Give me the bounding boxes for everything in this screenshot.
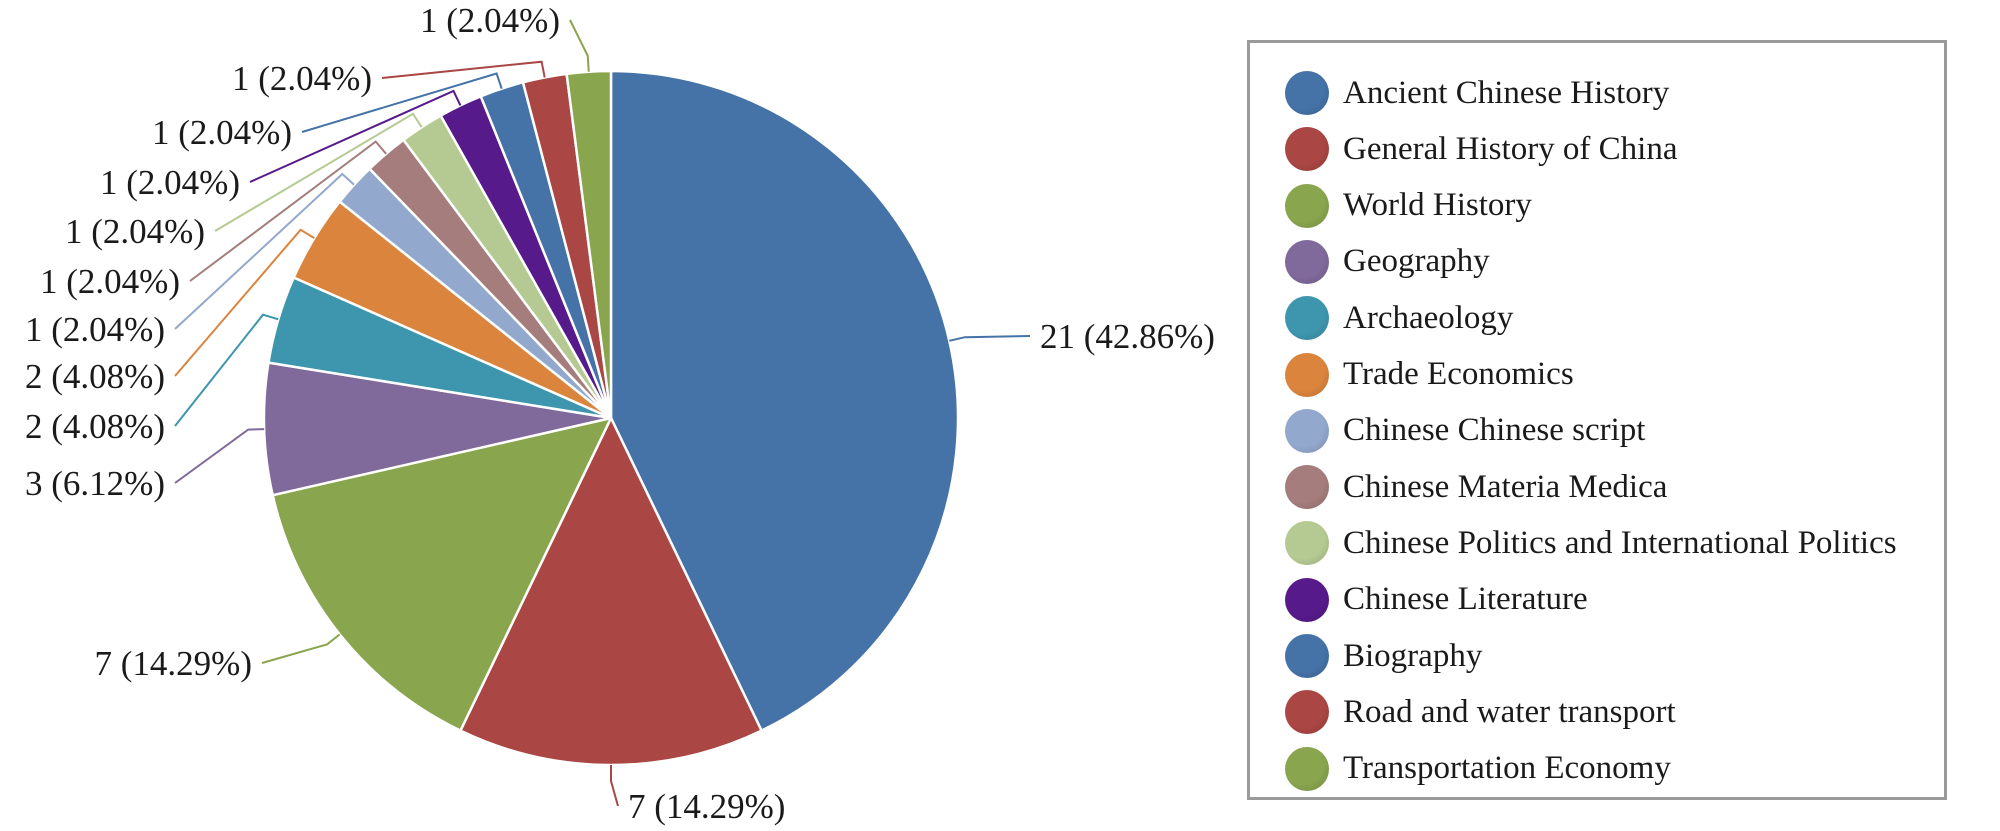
data-label: 1 (2.04%) [100,163,240,202]
legend-item: World History [1285,178,1532,234]
legend-label: Chinese Literature [1343,581,1588,618]
data-label: 1 (2.04%) [40,262,180,301]
legend-swatch [1285,296,1329,341]
data-labels: 21 (42.86%) 7 (14.29%) 7 (14.29%) 3 (6.12%)… [25,1,1215,826]
legend-label: General History of China [1343,130,1678,167]
leader-line [249,89,462,183]
legend-item: Geography [1285,234,1490,290]
legend-label: Archaeology [1343,299,1514,336]
legend-item: Chinese Literature [1285,572,1588,628]
legend-swatch [1285,690,1329,735]
legend-swatch [1285,183,1329,228]
data-label: 7 (14.29%) [95,644,252,683]
legend-item: Archaeology [1285,290,1513,346]
legend-label: World History [1343,187,1532,224]
leader-line [174,428,265,484]
legend-swatch [1285,408,1329,453]
pie-slice [271,416,613,732]
data-label: 3 (6.12%) [25,464,165,503]
leader-line [174,313,279,427]
data-label: 2 (4.08%) [25,357,165,396]
data-label: 2 (4.08%) [25,407,165,446]
legend-item: Transportation Economy [1285,741,1671,797]
legend-item: Chinese Materia Medica [1285,459,1667,515]
pie-slice [565,69,613,420]
legend-label: Chinese Politics and International Polit… [1343,524,1897,561]
legend-label: Ancient Chinese History [1343,74,1670,111]
leader-lines [174,19,1031,807]
legend-item: Biography [1285,628,1482,684]
data-label: 7 (14.29%) [628,787,785,826]
legend-item: General History of China [1285,121,1678,177]
data-label: 1 (2.04%) [152,113,292,152]
legend-item: Ancient Chinese History [1285,65,1669,121]
legend-item: Road and water transport [1285,684,1676,740]
legend-swatch [1285,521,1329,566]
leader-line [189,140,387,282]
pie-slices [262,69,960,767]
legend-item: Chinese Chinese script [1285,403,1645,459]
leader-line [569,19,590,72]
leader-line [174,228,315,377]
legend-item: Chinese Politics and International Polit… [1285,515,1897,571]
legend-swatch [1285,746,1329,791]
data-label: 1 (2.04%) [232,59,372,98]
pie-slice [609,69,960,732]
legend-swatch [1285,352,1329,397]
legend-label: Chinese Chinese script [1343,412,1646,449]
legend-label: Trade Economics [1343,356,1574,392]
legend-swatch [1285,634,1329,678]
data-label: 1 (2.04%) [420,1,560,40]
data-label: 1 (2.04%) [25,310,165,349]
leader-line [301,72,503,133]
leader-line [174,172,355,330]
legend-label: Road and water transport [1343,693,1676,730]
chart-legend: Ancient Chinese History General History o… [1247,40,1947,800]
data-label: 21 (42.86%) [1040,317,1215,356]
legend-label: Chinese Materia Medica [1343,468,1668,505]
leader-line [610,765,619,807]
legend-swatch [1285,239,1329,284]
legend-swatch [1285,465,1329,510]
legend-label: Geography [1343,243,1490,280]
leader-line [949,335,1031,342]
leader-line [214,112,423,232]
pie-slice [262,361,613,497]
data-label: 1 (2.04%) [65,212,205,251]
pie-slice [459,416,763,767]
legend-swatch [1285,577,1329,622]
legend-label: Biography [1343,637,1483,674]
legend-swatch [1285,127,1329,172]
legend-swatch [1285,71,1329,115]
leader-line [261,633,341,664]
legend-item: Trade Economics [1285,347,1574,403]
leader-line [381,60,546,79]
legend-label: Transportation Economy [1343,750,1671,787]
